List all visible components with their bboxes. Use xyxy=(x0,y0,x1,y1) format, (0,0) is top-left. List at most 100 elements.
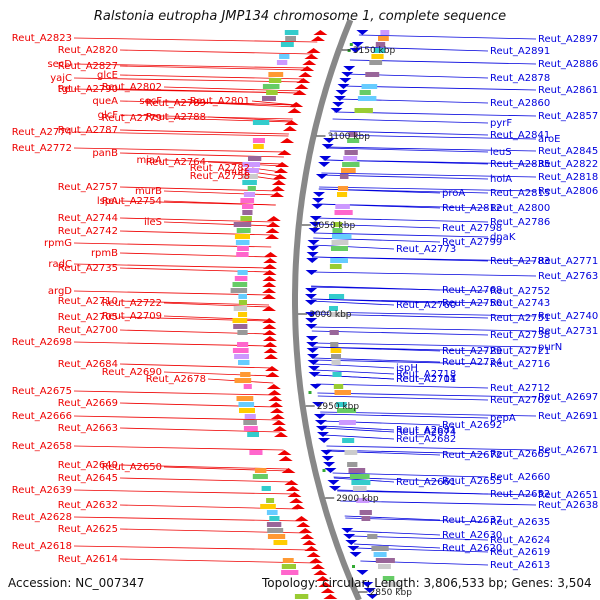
gene-connector-line xyxy=(324,434,395,440)
gene-label: Reut_A2674 xyxy=(396,427,456,438)
feature-block xyxy=(373,48,385,53)
topology-label: Topology: circular; Length: 3,806,533 bp… xyxy=(262,576,592,590)
feature-block xyxy=(284,30,299,35)
feature-block xyxy=(268,78,282,83)
reverse-gene-arrow xyxy=(330,108,343,113)
reverse-gene-arrow xyxy=(306,252,319,257)
feature-block xyxy=(349,474,370,479)
feature-block xyxy=(344,150,358,155)
feature-block xyxy=(382,576,395,581)
feature-block xyxy=(375,558,395,563)
gene-connector-line xyxy=(207,102,296,108)
forward-gene-arrow xyxy=(292,90,307,95)
forward-gene-arrow xyxy=(298,528,313,533)
gene-connector-line xyxy=(349,530,441,536)
gene-label: dnaK xyxy=(490,232,516,243)
feature-block xyxy=(331,354,341,359)
gene-connector-line xyxy=(326,146,537,152)
gene-connector-line xyxy=(314,363,395,369)
gene-label: Reut_A2705 xyxy=(58,312,118,323)
forward-gene-arrow xyxy=(263,258,278,263)
gene-label: Reut_A2878 xyxy=(490,73,550,84)
gene-label: Reut_A2788 xyxy=(146,112,206,123)
gene-connector-line xyxy=(318,188,441,194)
forward-gene-arrow xyxy=(311,36,325,41)
forward-gene-arrow xyxy=(263,348,278,353)
reverse-gene-arrow xyxy=(312,198,325,203)
feature-block xyxy=(230,288,248,293)
feature-block xyxy=(266,498,275,503)
feature-block xyxy=(330,258,348,263)
gene-connector-line xyxy=(73,63,308,69)
gene-connector-line xyxy=(321,172,537,178)
feature-block xyxy=(357,96,377,101)
gene-connector-line xyxy=(312,346,441,352)
forward-gene-arrow xyxy=(262,282,277,287)
gene-label: Reut_A2675 xyxy=(12,386,72,397)
gene-connector-line xyxy=(322,427,395,433)
gene-connector-line xyxy=(251,100,297,106)
gene-label: Reut_A2635 xyxy=(490,517,550,528)
gene-label: Reut_A2628 xyxy=(12,512,72,523)
feature-block xyxy=(331,360,341,365)
gene-label: Reut_A2760 xyxy=(396,300,456,311)
feature-block xyxy=(244,168,259,173)
forward-gene-arrow xyxy=(267,390,282,395)
feature-block xyxy=(252,120,270,125)
reverse-gene-arrow xyxy=(324,468,337,473)
feature-block xyxy=(373,552,387,557)
kbp-tick-label: 3000 kbp xyxy=(309,310,352,320)
gene-label: pepA xyxy=(490,413,516,424)
feature-block xyxy=(337,408,357,413)
reverse-gene-arrow xyxy=(313,192,325,197)
forward-gene-arrow xyxy=(296,522,311,527)
feature-block xyxy=(330,342,339,347)
gene-label: Reut_A2632 xyxy=(58,500,118,511)
feature-block xyxy=(329,294,345,299)
feature-block xyxy=(329,306,338,311)
gene-connector-line xyxy=(119,363,272,369)
forward-gene-arrow xyxy=(287,492,302,497)
gene-connector-line xyxy=(358,34,537,40)
forward-gene-arrow xyxy=(269,402,284,407)
gene-label: Reut_A2666 xyxy=(12,411,72,422)
gene-label: Reut_A2722 xyxy=(102,298,162,309)
gene-connector-line xyxy=(326,445,537,451)
feature-block xyxy=(354,108,373,113)
reverse-gene-arrow xyxy=(309,216,322,221)
gene-label: Reut_A2774 xyxy=(12,127,72,138)
feature-block xyxy=(334,210,353,215)
gene-connector-line xyxy=(311,311,537,317)
gene-label: Reut_A2692 xyxy=(442,420,502,431)
feature-block xyxy=(332,234,352,239)
feature-block xyxy=(335,204,350,209)
reverse-gene-arrow xyxy=(314,420,327,425)
gene-label: panB xyxy=(92,148,118,159)
reverse-gene-arrow xyxy=(341,528,354,533)
kbp-ticks: 3150 kbp 3100 kbp 3050 kbp 3000 kbp 2950 kbp… xyxy=(298,46,412,598)
feature-block xyxy=(233,324,248,329)
gene-connector-line xyxy=(332,472,489,478)
gene-label: Reut_A2750 xyxy=(442,298,502,309)
gene-label: Reut_A2743 xyxy=(490,298,550,309)
gene-label: aroE xyxy=(538,134,560,145)
gene-label: Reut_A2700 xyxy=(58,325,118,336)
gene-connector-line xyxy=(311,285,441,291)
feature-block xyxy=(232,348,249,353)
gene-connector-line xyxy=(310,298,441,304)
forward-gene-arrow xyxy=(282,126,297,131)
gene-connector-line xyxy=(119,65,308,71)
reverse-gene-arrow xyxy=(341,72,354,77)
forward-gene-arrow xyxy=(306,552,321,557)
forward-gene-arrow xyxy=(275,162,290,167)
reverse-gene-arrow xyxy=(307,246,319,251)
gene-connector-line xyxy=(119,49,313,55)
reverse-gene-arrow xyxy=(323,462,336,467)
gene-connector-line xyxy=(163,466,289,472)
feature-block xyxy=(253,144,264,149)
gene-label: Reut_A2818 xyxy=(538,172,598,183)
gene-label: Reut_A2651 xyxy=(538,490,598,501)
forward-gene-arrow xyxy=(302,60,317,65)
gene-label: ispH xyxy=(396,363,418,374)
